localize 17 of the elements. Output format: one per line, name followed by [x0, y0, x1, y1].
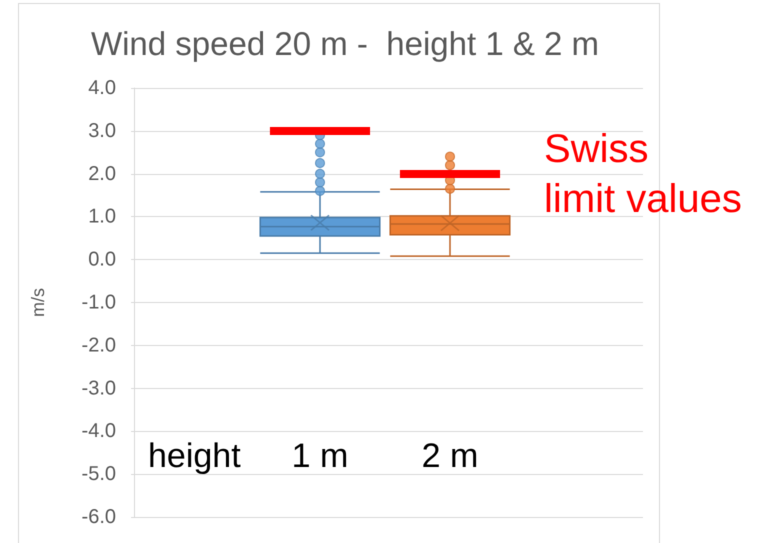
- ref-line-label: Swiss limit values: [544, 126, 742, 221]
- y-tick-label: 3.0: [88, 120, 116, 142]
- y-tick-label: 2.0: [88, 162, 116, 185]
- y-tick-label: -2.0: [82, 334, 116, 356]
- y-tick-label: -5.0: [82, 463, 116, 486]
- x-axis-title: height: [148, 437, 242, 475]
- y-tick-label: 0.0: [88, 248, 116, 271]
- y-tick-label: 4.0: [88, 77, 116, 99]
- y-tick-label: -4.0: [82, 420, 116, 442]
- chart-title: Wind speed 20 m - height 1 & 2 m: [90, 25, 600, 62]
- x-tick-label: 2 m: [422, 437, 478, 475]
- y-tick-label: -6.0: [82, 506, 116, 528]
- y-tick-label: -3.0: [82, 377, 116, 400]
- y-tick-label: 1.0: [88, 206, 116, 228]
- y-axis-title: m/s: [28, 288, 48, 317]
- y-tick-label: -1.0: [82, 292, 116, 314]
- x-tick-label: 1 m: [292, 437, 348, 475]
